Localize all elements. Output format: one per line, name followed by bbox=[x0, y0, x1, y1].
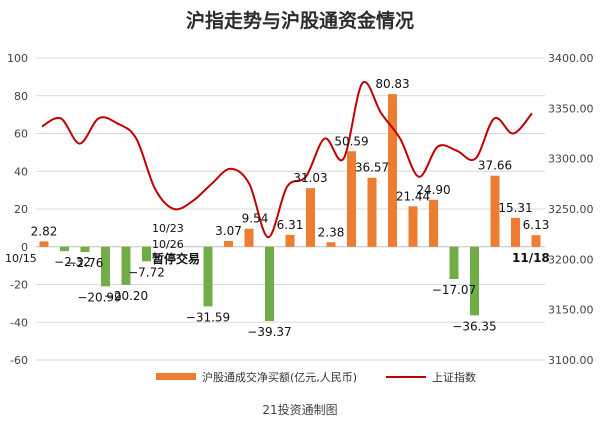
data-label-21: −36.35 bbox=[452, 319, 496, 333]
data-label-17: 80.83 bbox=[375, 77, 409, 91]
left-tick-label: 80 bbox=[14, 90, 28, 103]
left-tick-label: -20 bbox=[10, 279, 28, 292]
bar-23 bbox=[511, 217, 520, 247]
data-label-20: −17.07 bbox=[432, 283, 476, 297]
right-tick-label: 3400.00 bbox=[548, 52, 594, 65]
data-label-24: 6.13 bbox=[523, 218, 550, 232]
data-label-14: 2.38 bbox=[318, 225, 345, 239]
bar-24 bbox=[531, 235, 541, 247]
bar-1 bbox=[60, 246, 69, 252]
left-tick-label: -60 bbox=[10, 354, 28, 367]
bar-9 bbox=[224, 240, 233, 247]
source-note: 21投资通制图 bbox=[262, 402, 337, 417]
bar-18 bbox=[408, 206, 418, 247]
left-tick-label: 20 bbox=[14, 203, 28, 216]
data-label-0: 2.82 bbox=[31, 224, 58, 238]
bar-14 bbox=[326, 242, 336, 247]
bar-22 bbox=[490, 175, 500, 247]
legend-bar-swatch bbox=[156, 373, 196, 380]
data-label-5: −7.72 bbox=[128, 265, 165, 279]
bar-series bbox=[39, 94, 541, 322]
left-tick-label: -40 bbox=[10, 316, 28, 329]
gap-date-label-2: 10/26 bbox=[152, 238, 184, 251]
left-tick-label: 60 bbox=[14, 128, 28, 141]
data-label-18: 21.44 bbox=[396, 189, 430, 203]
data-label-16: 36.57 bbox=[355, 161, 389, 175]
left-axis: -60 -40 -20 0 20 40 60 80 100 bbox=[7, 52, 28, 367]
gridlines bbox=[36, 57, 545, 361]
data-labels: 2.82 −2.32−2.76 −20.99−20.20 −7.72 −31.59 3.0… bbox=[31, 77, 550, 339]
legend: 沪股通成交净买额(亿元,人民币) 上证指数 bbox=[156, 370, 476, 384]
legend-line-label: 上证指数 bbox=[432, 370, 476, 384]
left-tick-label: 40 bbox=[14, 165, 28, 178]
right-tick-label: 3200.00 bbox=[548, 253, 594, 266]
data-label-3: −20.99 bbox=[77, 290, 121, 304]
bar-21 bbox=[470, 246, 479, 316]
data-label-11: −39.37 bbox=[247, 325, 291, 339]
chart-title: 沪指走势与沪股通资金情况 bbox=[186, 9, 414, 32]
bar-10 bbox=[244, 228, 254, 247]
bar-13 bbox=[306, 188, 315, 247]
data-label-23: 15.31 bbox=[498, 201, 532, 215]
bar-19 bbox=[429, 199, 438, 247]
data-label-12: 6.31 bbox=[277, 218, 304, 232]
end-date-label: 11/18 bbox=[512, 251, 550, 265]
bar-3 bbox=[101, 246, 110, 287]
bar-8 bbox=[203, 246, 213, 307]
bar-5 bbox=[142, 246, 151, 262]
left-tick-label: 0 bbox=[21, 241, 28, 254]
bar-17 bbox=[388, 94, 397, 247]
data-label-8: −31.59 bbox=[186, 310, 230, 324]
bar-16 bbox=[367, 177, 377, 247]
line-series bbox=[41, 80, 533, 239]
bar-20 bbox=[449, 246, 459, 279]
bar-2 bbox=[80, 246, 90, 252]
right-tick-label: 3300.00 bbox=[548, 153, 594, 166]
bar-0 bbox=[39, 241, 49, 247]
data-label-22: 37.66 bbox=[478, 159, 512, 173]
right-axis: 3100.00 3150.00 3200.00 3250.00 3300.00 3350.… bbox=[548, 52, 594, 367]
right-tick-label: 3350.00 bbox=[548, 102, 594, 115]
gap-date-label-1: 10/23 bbox=[152, 222, 184, 235]
right-tick-label: 3150.00 bbox=[548, 304, 594, 317]
bar-15 bbox=[347, 151, 356, 247]
legend-bar-label: 沪股通成交净买额(亿元,人民币) bbox=[202, 370, 357, 384]
data-label-2: −2.76 bbox=[67, 256, 104, 270]
right-tick-label: 3250.00 bbox=[548, 203, 594, 216]
left-tick-label: 100 bbox=[7, 52, 28, 65]
data-label-10: 9.54 bbox=[242, 212, 269, 226]
data-label-19: 24.90 bbox=[416, 183, 450, 197]
bar-4 bbox=[121, 246, 131, 285]
data-label-13: 31.03 bbox=[293, 171, 327, 185]
right-tick-label: 3100.00 bbox=[548, 354, 594, 367]
data-label-15: 50.59 bbox=[334, 134, 368, 148]
index-line bbox=[41, 80, 533, 239]
start-date-label: 10/15 bbox=[5, 252, 37, 265]
bar-12 bbox=[285, 234, 295, 247]
gap-note-label: 暂停交易 bbox=[152, 251, 200, 266]
data-label-9: 3.07 bbox=[215, 224, 242, 238]
data-label-1: −2.32 bbox=[54, 255, 91, 269]
bar-11 bbox=[265, 246, 274, 322]
data-label-4: −20.20 bbox=[104, 289, 148, 303]
